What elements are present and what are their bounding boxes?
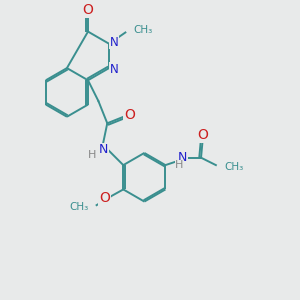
Text: O: O xyxy=(197,128,208,142)
Text: O: O xyxy=(124,108,135,122)
Text: H: H xyxy=(88,150,97,160)
Text: CH₃: CH₃ xyxy=(134,25,153,35)
Text: N: N xyxy=(178,151,187,164)
Text: O: O xyxy=(99,191,110,205)
Text: CH₃: CH₃ xyxy=(225,162,244,172)
Text: N: N xyxy=(99,143,108,157)
Text: H: H xyxy=(175,160,184,170)
Text: N: N xyxy=(110,36,118,49)
Text: CH₃: CH₃ xyxy=(69,202,88,212)
Text: N: N xyxy=(110,63,118,76)
Text: O: O xyxy=(82,3,93,17)
